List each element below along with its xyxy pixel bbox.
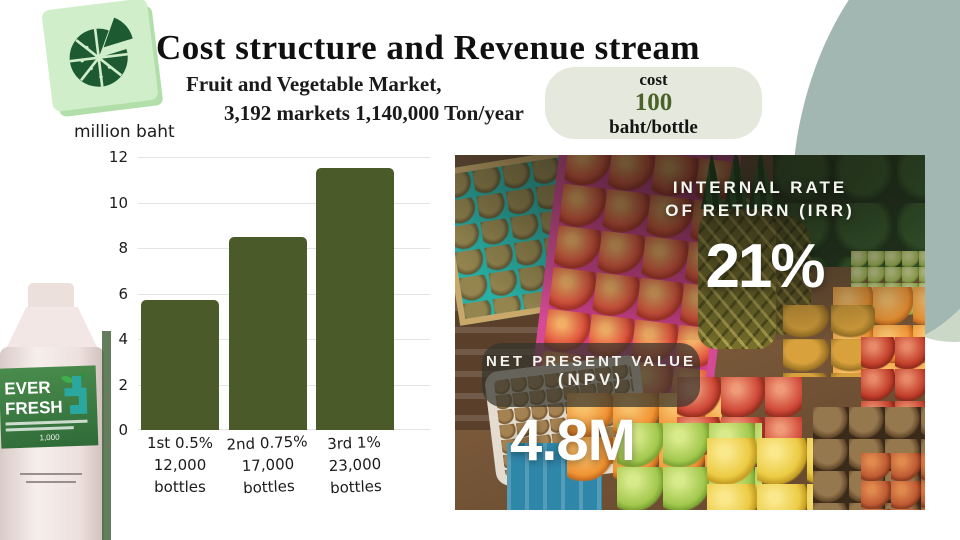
bar-3 — [316, 168, 394, 430]
chart-plot — [138, 157, 430, 430]
page-title: Cost structure and Revenue stream — [156, 28, 701, 67]
logo-tile — [41, 0, 159, 113]
brand-name-line-1: EVER — [4, 377, 51, 399]
bottle-cap — [28, 283, 74, 311]
bottle-volume: 1,000 — [39, 432, 60, 443]
bottle-side-shadow — [102, 331, 111, 540]
y-tick-label: 8 — [118, 239, 128, 257]
bottle-shoulder — [6, 307, 98, 349]
chart-y-axis-title: million baht — [74, 122, 175, 142]
y-tick-label: 2 — [118, 375, 128, 394]
subtitle-line-1: Fruit and Vegetable Market, — [186, 72, 442, 96]
bottle-leaf-logo-icon — [59, 372, 93, 423]
x-category-label-1: 1st 0.5% 12,000 bottles — [146, 434, 214, 496]
cost-badge-value: 100 — [634, 89, 673, 117]
product-bottle: EVER FRESH 1,000 — [0, 283, 112, 540]
irr-value: 21% — [705, 232, 825, 301]
irr-label: INTERNAL RATE OF RETURN (IRR) — [640, 177, 880, 223]
cost-badge-unit: baht/bottle — [609, 116, 698, 138]
chart-y-axis: 0 2 4 6 8 10 12 — [88, 148, 128, 439]
x-category-label-3: 3rd 1% 23,000 bottles — [326, 432, 383, 497]
photo-pomegranates — [861, 453, 925, 510]
bottle-fine-print — [20, 473, 82, 475]
brand-name-line-2: FRESH — [4, 397, 63, 419]
irr-label-line-1: INTERNAL RATE — [672, 178, 848, 197]
y-tick-label: 0 — [118, 421, 128, 439]
y-tick-label: 12 — [108, 148, 128, 166]
y-tick-label: 4 — [118, 330, 128, 348]
photo-dark-overlay — [455, 155, 925, 340]
bottle-brand-label: EVER FRESH 1,000 — [0, 365, 99, 449]
label-fine-print-line — [5, 426, 74, 432]
y-tick-label: 6 — [118, 284, 128, 303]
label-fine-print-line — [5, 419, 88, 426]
fruit-market-photo: INTERNAL RATE OF RETURN (IRR) 21% NET PR… — [455, 155, 925, 510]
irr-label-line-2: OF RETURN (IRR) — [665, 200, 855, 220]
npv-label-line-2: (NPV) — [557, 370, 625, 389]
cost-badge: cost 100 baht/bottle — [545, 67, 762, 139]
npv-value: 4.8M — [510, 408, 636, 473]
y-tick-label: 10 — [108, 193, 128, 212]
cost-badge-label: cost — [639, 70, 668, 89]
grid-line — [138, 157, 430, 158]
grid-line — [138, 202, 430, 204]
npv-label-box: NET PRESENT VALUE (NPV) — [482, 343, 700, 407]
bar-2 — [228, 236, 307, 430]
npv-label-line-1: NET PRESENT VALUE — [486, 353, 696, 370]
subtitle-line-2: 3,192 markets 1,140,000 Ton/year — [224, 101, 524, 125]
chart-x-labels: 1st 0.5% 12,000 bottles 2nd 0.75% 17,000 bott… — [138, 432, 430, 513]
bottle-fine-print — [26, 481, 76, 483]
bar-1 — [141, 300, 219, 430]
